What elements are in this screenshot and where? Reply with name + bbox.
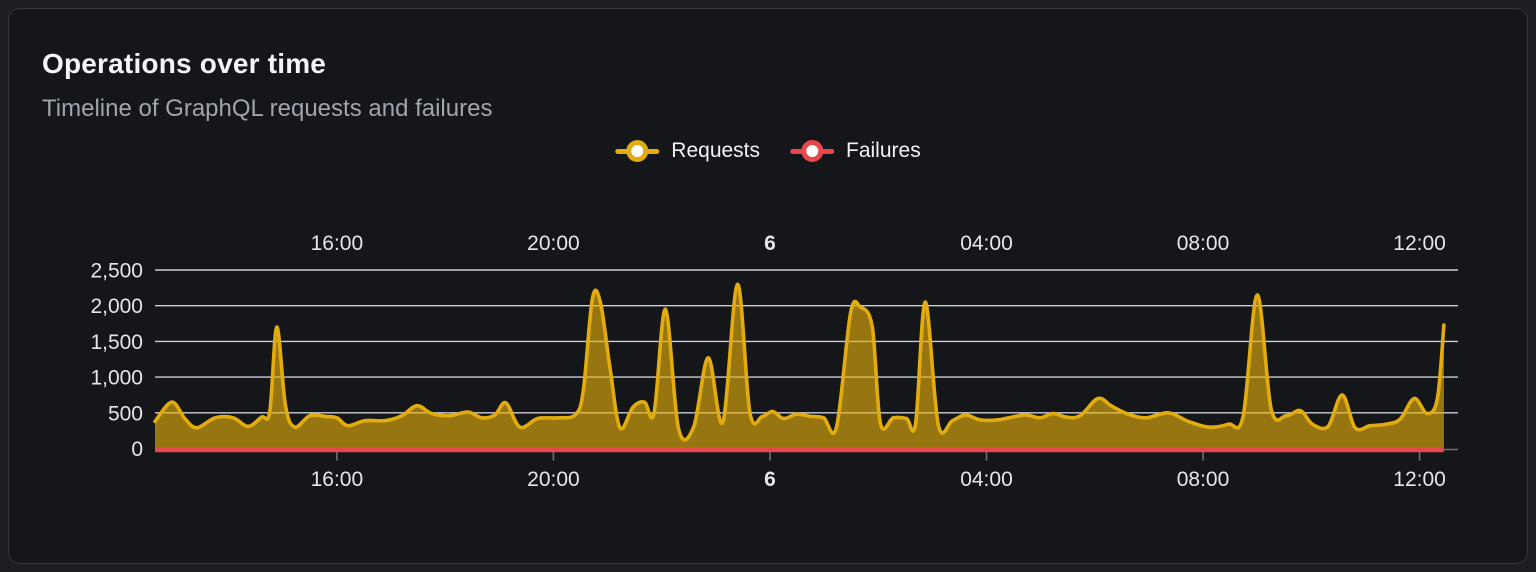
chart-card xyxy=(8,8,1528,564)
legend-item-requests[interactable]: Requests xyxy=(615,139,760,163)
y-axis-label: 500 xyxy=(108,402,143,425)
requests-line xyxy=(153,282,1446,442)
y-axis-label: 1,000 xyxy=(90,367,143,390)
legend-label-failures: Failures xyxy=(846,139,921,162)
legend: Requests Failures xyxy=(615,139,921,163)
requests-line-marker-icon xyxy=(615,139,660,163)
legend-dot xyxy=(801,140,824,162)
x-axis-label-top: 20:00 xyxy=(527,232,580,255)
y-axis-label: 0 xyxy=(131,438,143,461)
x-axis-label-bottom: 08:00 xyxy=(1177,468,1230,491)
x-axis-label-top: 6 xyxy=(764,232,776,255)
failures-line-marker-icon xyxy=(790,139,835,163)
legend-label-requests: Requests xyxy=(671,139,761,162)
x-axis-label-top: 12:00 xyxy=(1393,232,1446,255)
y-axis-label: 2,000 xyxy=(90,295,143,318)
chart-title: Operations over time xyxy=(42,48,327,79)
x-axis-label-bottom: 12:00 xyxy=(1393,468,1446,491)
legend-dot xyxy=(626,140,649,162)
x-axis-label-top: 04:00 xyxy=(960,232,1013,255)
x-axis-label-top: 16:00 xyxy=(311,232,364,255)
requests-area xyxy=(155,284,1444,448)
x-axis-label-bottom: 04:00 xyxy=(960,468,1013,491)
y-axis-label: 2,500 xyxy=(90,260,143,283)
x-axis-label-bottom: 6 xyxy=(764,468,776,491)
x-axis-label-bottom: 20:00 xyxy=(527,468,580,491)
x-axis-label-top: 08:00 xyxy=(1177,232,1230,255)
x-axis-label-bottom: 16:00 xyxy=(311,468,364,491)
chart-subtitle: Timeline of GraphQL requests and failure… xyxy=(42,95,493,122)
y-axis-label: 1,500 xyxy=(90,331,143,354)
legend-item-failures[interactable]: Failures xyxy=(790,139,921,163)
